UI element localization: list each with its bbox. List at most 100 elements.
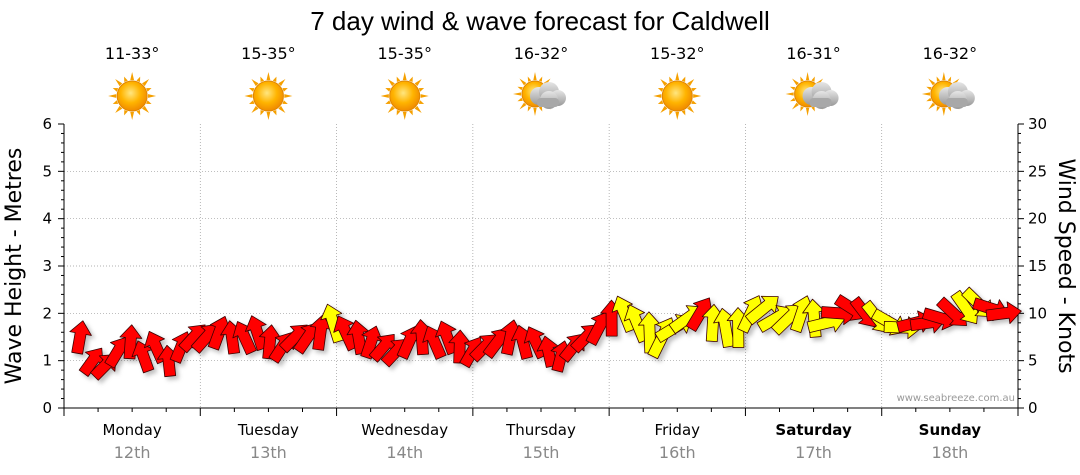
sun-ray (693, 94, 702, 98)
sun-ray (681, 76, 686, 83)
wind-wave-arrow (985, 301, 1022, 325)
sun-ray (800, 106, 804, 112)
day-date-label: 12th (114, 443, 151, 462)
sun-ray (653, 94, 662, 98)
sun-ray (942, 107, 946, 116)
sun-ray (936, 76, 941, 82)
sun-ray (396, 76, 401, 83)
sun-ray (282, 100, 288, 105)
sun-ray (380, 94, 389, 98)
sun-disc (116, 80, 148, 112)
sun-ray (251, 105, 259, 113)
sun-icon (108, 72, 157, 120)
left-tick-label: 6 (42, 115, 52, 133)
cloud-shape (530, 82, 566, 109)
sun-ray (146, 100, 152, 105)
sun-ray (660, 105, 668, 113)
sun-ray (805, 107, 810, 116)
sun-ray (517, 86, 523, 91)
sun-ray (251, 79, 259, 87)
grid-lines (64, 124, 1018, 408)
sun-ray (414, 105, 422, 113)
partly-cloudy-icon (513, 72, 566, 116)
day-name-label: Friday (655, 421, 701, 439)
day-temperature: 16-32° (923, 44, 978, 63)
sun-ray (260, 109, 265, 116)
sun-ray (538, 106, 543, 112)
sun-ray (387, 79, 395, 87)
sun-icon (653, 72, 702, 120)
sun-ray (385, 87, 391, 92)
sun-ray (691, 100, 697, 105)
sun-ray (278, 105, 286, 113)
sun-ray (409, 76, 413, 83)
sun-ray (130, 111, 135, 120)
cloud-shape (938, 82, 975, 109)
sun-ray (272, 109, 277, 116)
sun-ray (533, 72, 537, 81)
sun-ray (249, 100, 255, 105)
day-temperature: 16-32° (514, 44, 569, 63)
sun-ray (681, 109, 686, 116)
sun-ray (278, 79, 286, 87)
sun-ray (396, 109, 401, 116)
sun-ray (249, 87, 255, 92)
sun-ray (805, 72, 810, 81)
sun-ray (926, 97, 932, 102)
sun-ray (420, 94, 429, 98)
sun-ray (260, 76, 265, 83)
right-axis-ticks: 0 5 10 15 20 25 30 (1028, 115, 1047, 417)
sun-ray (146, 87, 152, 92)
sun-disc (389, 80, 421, 112)
right-tick-label: 5 (1028, 352, 1038, 370)
sun-ray (519, 78, 527, 86)
sun-ray (136, 76, 141, 83)
watermark: www.seabreeze.com.au (897, 393, 1015, 404)
sun-ray (112, 87, 119, 92)
sun-ray (800, 76, 804, 82)
sun-ray (687, 105, 695, 113)
sun-ray (282, 87, 288, 92)
right-tick-label: 20 (1028, 210, 1047, 228)
sun-ray (790, 97, 796, 102)
day-temperature: 16-31° (786, 44, 841, 63)
day-date-label: 16th (659, 443, 696, 462)
sun-ray (928, 102, 936, 110)
sun-ray (148, 94, 157, 98)
sun-ray (792, 78, 799, 86)
sun-disc (661, 80, 693, 112)
plot-border (58, 123, 1024, 416)
sun-ray (660, 79, 668, 87)
sun-ray (947, 106, 952, 112)
day-name-label: Sunday (919, 421, 982, 439)
sun-ray (112, 100, 119, 105)
forecast-arrows (69, 286, 1022, 381)
sun-ray (418, 87, 425, 92)
sun-ray (942, 72, 946, 81)
sun-ray (136, 109, 141, 116)
sun-ray (921, 92, 930, 96)
sun-ray (402, 111, 407, 120)
wind-wave-arrow (685, 297, 713, 332)
sun-ray (513, 92, 522, 96)
sun-ray (533, 107, 537, 116)
sun-ray (130, 72, 135, 81)
partly-cloudy-icon (785, 72, 839, 116)
right-tick-label: 0 (1028, 399, 1038, 417)
sun-ray (115, 105, 123, 113)
day-date-label: 14th (386, 443, 423, 462)
sun-ray (409, 109, 413, 116)
partly-cloudy-icon (921, 72, 975, 116)
sun-ray (947, 76, 952, 82)
left-tick-label: 0 (42, 399, 52, 417)
sun-ray (669, 76, 673, 83)
day-date-label: 15th (523, 443, 560, 462)
sun-ray (811, 76, 815, 82)
sun-icon (380, 72, 429, 120)
sun-ray (519, 102, 527, 110)
sun-ray (926, 86, 932, 91)
sun-ray (266, 72, 271, 81)
cloud-shape (802, 82, 839, 109)
sun-ray (792, 102, 799, 110)
